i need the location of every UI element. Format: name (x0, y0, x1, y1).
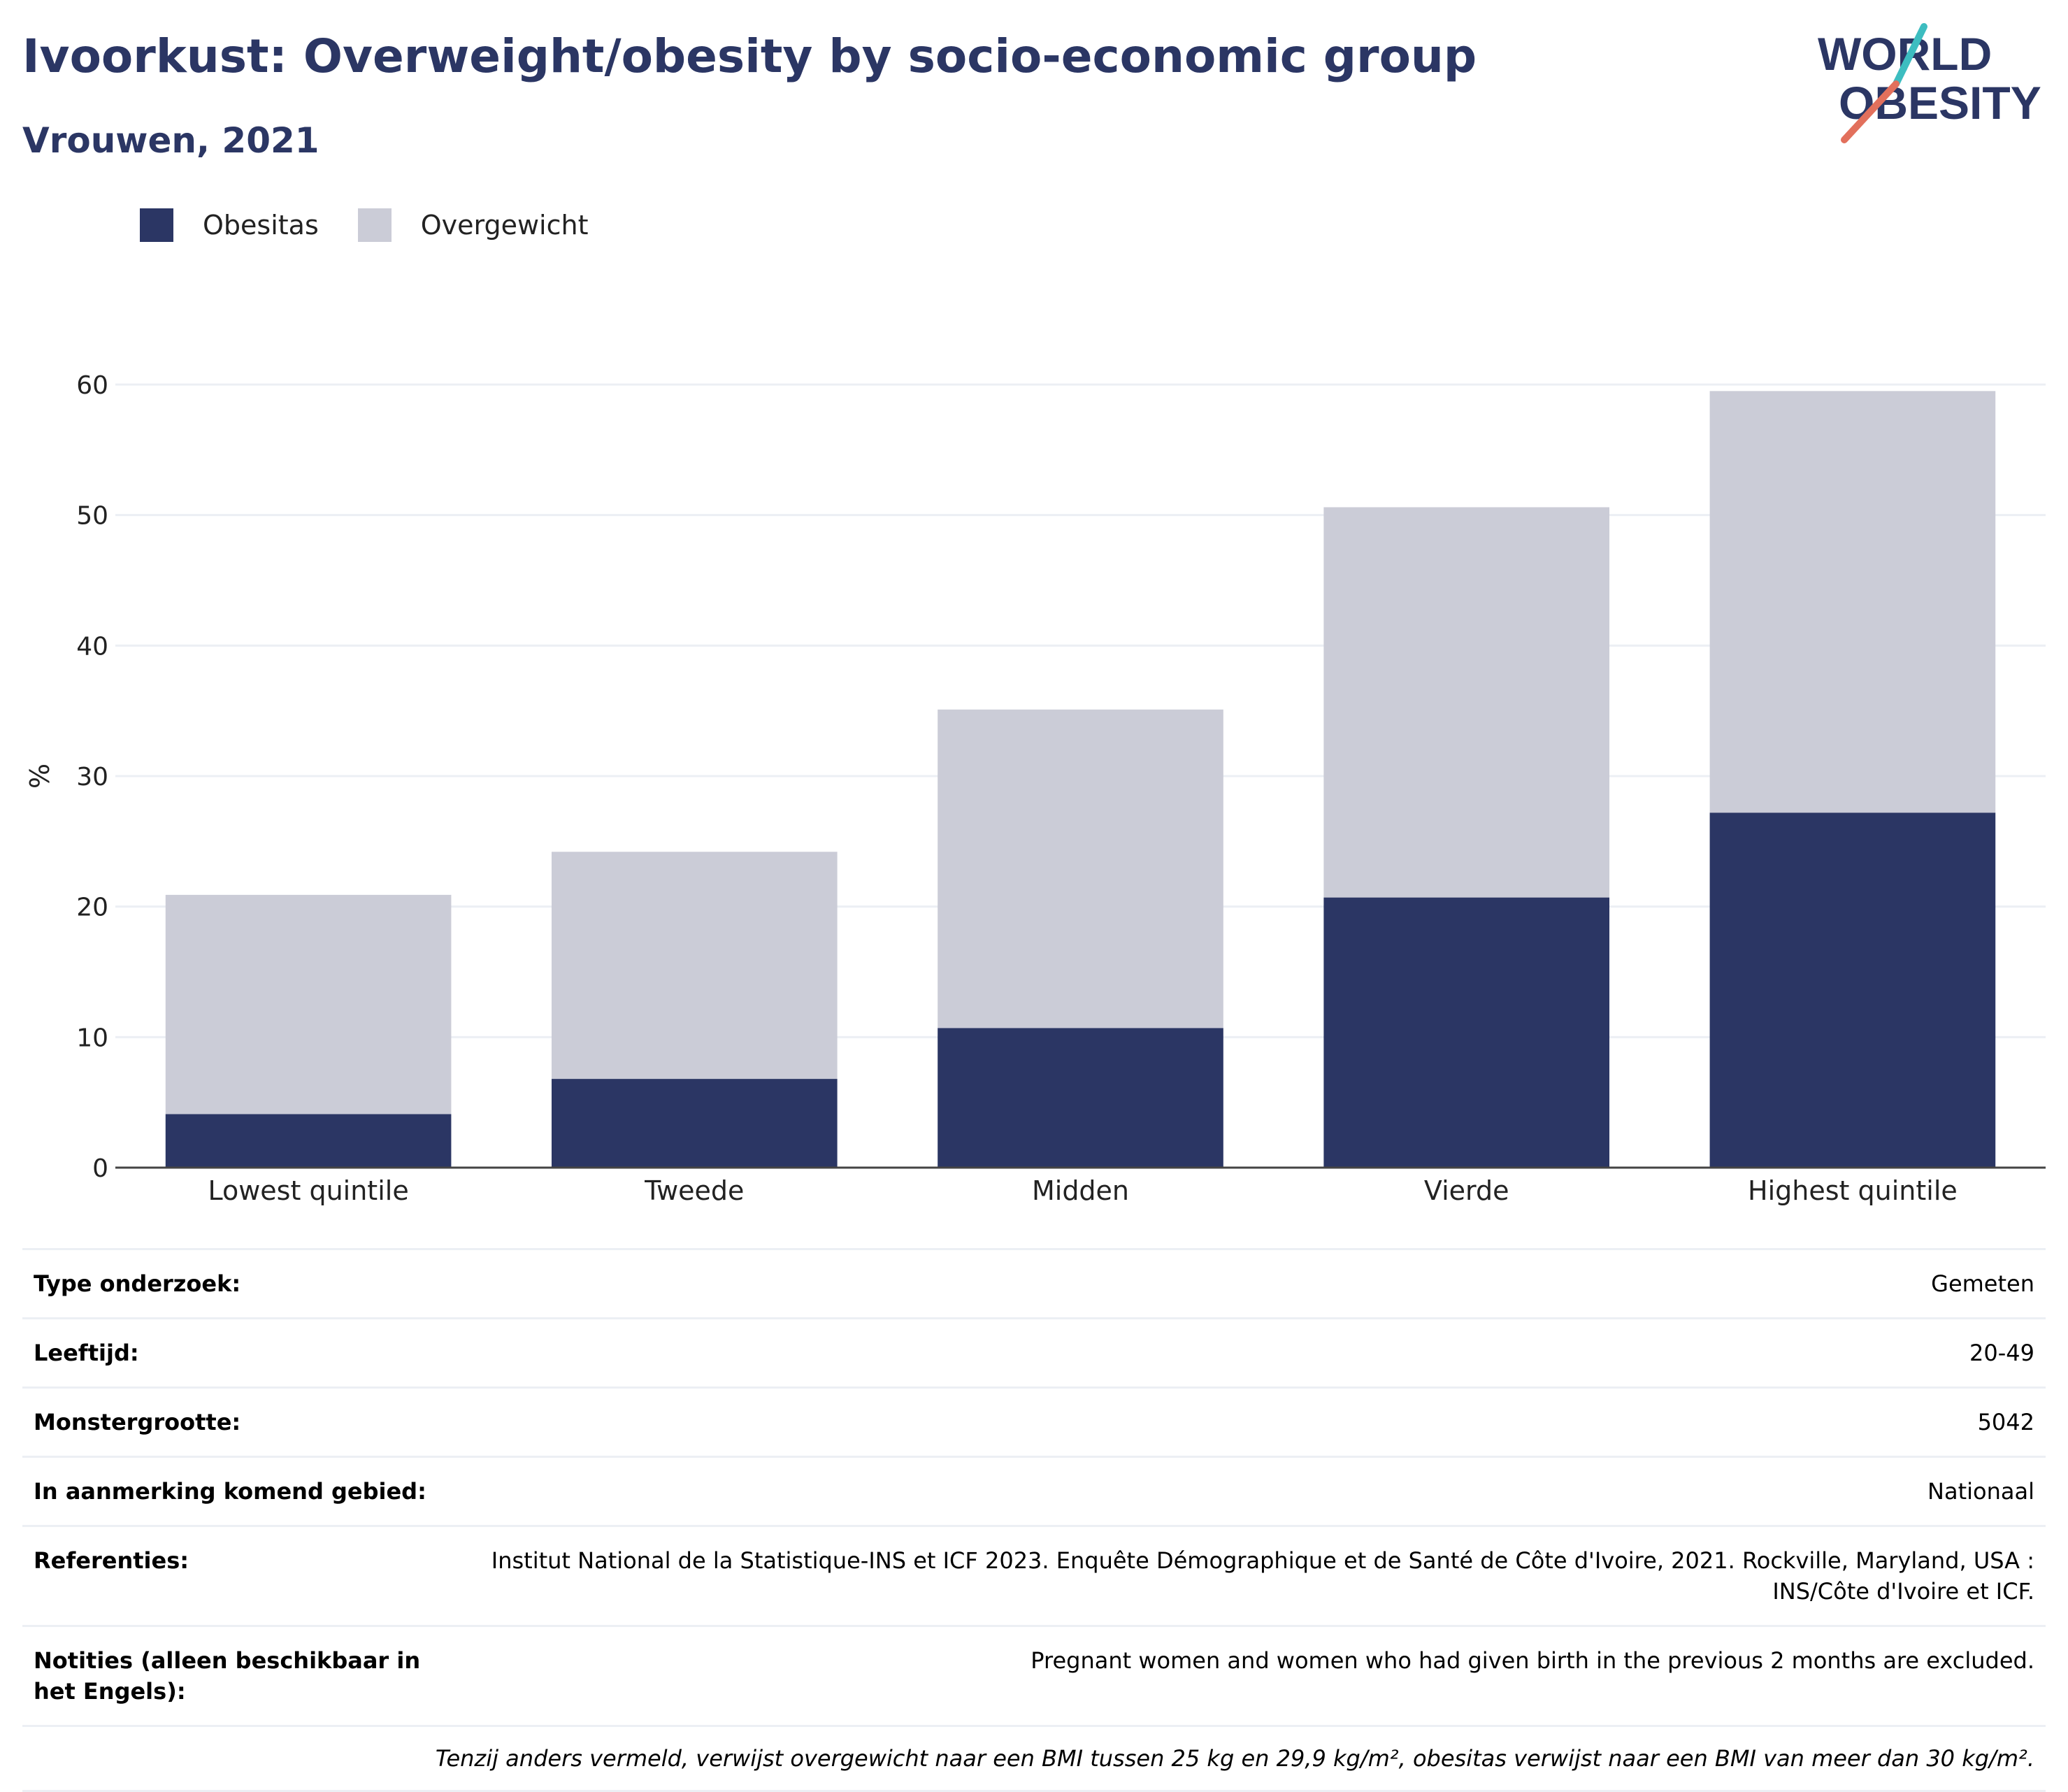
bar-overgewicht (938, 709, 1223, 1028)
legend-label-overgewicht: Overgewicht (420, 210, 589, 241)
footnote: Tenzij anders vermeld, verwijst overgewi… (22, 1725, 2046, 1792)
bar-overgewicht (1709, 391, 1996, 813)
meta-row-age: Leeftijd: 20-49 (22, 1317, 2046, 1386)
chart-title: Ivoorkust: Overweight/obesity by socio-e… (22, 29, 1477, 83)
x-tick-label: Lowest quintile (208, 1175, 408, 1206)
bar-overgewicht (551, 852, 838, 1080)
x-tick-labels: Lowest quintile Tweede Midden Vierde Highest… (208, 1175, 1957, 1206)
meta-key: Referenties: (34, 1547, 189, 1574)
chart-subtitle: Vrouwen, 2021 (22, 120, 319, 161)
meta-value: 20-49 (1969, 1340, 2034, 1366)
bar-overgewicht (165, 894, 452, 1114)
y-tick-label: 50 (76, 502, 108, 531)
bar-overgewicht (1323, 507, 1610, 898)
x-tick-label: Midden (1032, 1175, 1129, 1206)
stacked-bar-chart: 0 10 20 30 40 50 60 Lowest quintile Tweede Midde… (24, 371, 2046, 1206)
meta-row-references: Referenties: Institut National de la Sta… (22, 1525, 2046, 1625)
metadata-table: Type onderzoek: Gemeten Leeftijd: 20-49 … (22, 1248, 2046, 1792)
y-tick-label: 20 (76, 894, 108, 922)
y-tick-label: 60 (76, 371, 108, 400)
bar-obesitas (165, 1114, 452, 1168)
legend-item-overgewicht: Overgewicht (357, 208, 589, 242)
logo-coral-stroke (1841, 80, 1900, 143)
bar-obesitas (1323, 897, 1610, 1168)
world-obesity-logo: WORLD OBESITY (1818, 23, 2041, 143)
meta-key: In aanmerking komend gebied: (34, 1478, 426, 1505)
legend-swatch-overgewicht (357, 208, 392, 242)
meta-row-sample-size: Monstergrootte: 5042 (22, 1386, 2046, 1456)
meta-row-area: In aanmerking komend gebied: Nationaal (22, 1456, 2046, 1525)
y-tick-label: 40 (76, 632, 108, 661)
bar-obesitas (938, 1028, 1223, 1168)
meta-value: Institut National de la Statistique-INS … (491, 1547, 2034, 1605)
y-tick-labels: 0 10 20 30 40 50 60 (76, 371, 108, 1183)
meta-key: Notities (alleen beschikbaar in het Enge… (34, 1647, 421, 1705)
bar-obesitas (1709, 812, 1996, 1168)
bar-obesitas (551, 1079, 838, 1168)
meta-value: Pregnant women and women who had given b… (1031, 1647, 2034, 1674)
meta-value: Gemeten (1931, 1270, 2034, 1297)
meta-key: Monstergrootte: (34, 1409, 241, 1435)
x-tick-label: Vierde (1424, 1175, 1509, 1206)
legend-item-obesitas: Obesitas (140, 208, 319, 242)
logo-teal-stroke (1893, 23, 1927, 87)
legend-swatch-obesitas (140, 208, 173, 242)
meta-value: Nationaal (1927, 1478, 2034, 1505)
chart-legend: Obesitas Overgewicht (140, 207, 628, 243)
x-tick-label: Tweede (644, 1175, 744, 1206)
legend-label-obesitas: Obesitas (203, 210, 319, 241)
y-tick-label: 0 (92, 1154, 108, 1183)
x-tick-label: Highest quintile (1748, 1175, 1958, 1206)
y-axis-label: % (24, 764, 55, 789)
y-tick-label: 10 (76, 1024, 108, 1052)
bars (165, 391, 1996, 1168)
logo-text-line2: OBESITY (1839, 77, 2041, 129)
meta-row-notes: Notities (alleen beschikbaar in het Enge… (22, 1625, 2046, 1725)
meta-row-type: Type onderzoek: Gemeten (22, 1248, 2046, 1317)
meta-key: Type onderzoek: (34, 1270, 241, 1297)
meta-value: 5042 (1977, 1409, 2034, 1435)
y-tick-label: 30 (76, 763, 108, 791)
meta-key: Leeftijd: (34, 1340, 139, 1366)
